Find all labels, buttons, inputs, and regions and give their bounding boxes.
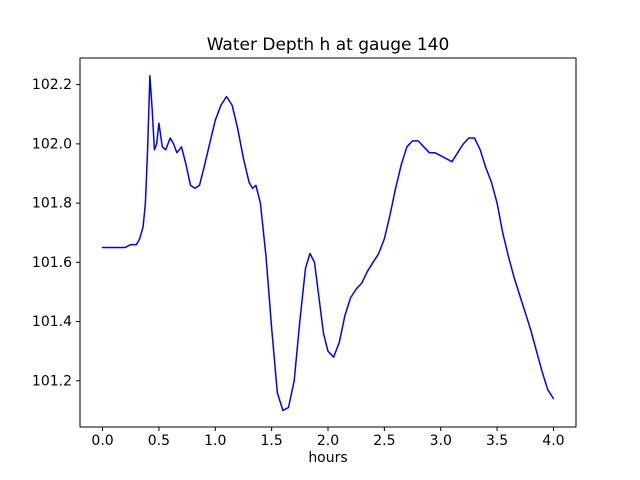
x-tick-label: 0.0 [91, 433, 113, 449]
x-tick-label: 2.5 [373, 433, 395, 449]
y-tick-label: 101.6 [32, 255, 72, 271]
x-tick-label: 2.0 [317, 433, 339, 449]
axes-frame [79, 57, 577, 428]
x-tick-label: 4.0 [542, 433, 564, 449]
x-tick-label: 3.0 [430, 433, 452, 449]
chart-title: Water Depth h at gauge 140 [207, 35, 450, 55]
axes-layer: 0.0 0.5 1.0 1.5 2.0 2.5 3.0 3.5 4.0 101.2 101.4 101… [32, 57, 577, 449]
x-axis-label: hours [308, 450, 347, 466]
y-tick-label: 102.2 [32, 77, 72, 93]
x-tick-label: 1.0 [204, 433, 226, 449]
y-tick-label: 102.0 [32, 136, 72, 152]
y-tick-label: 101.8 [32, 196, 72, 212]
x-tick-label: 0.5 [148, 433, 170, 449]
x-tick-label: 1.5 [261, 433, 283, 449]
line-series-layer [101, 75, 555, 412]
water-depth-line [101, 75, 555, 412]
x-tick-label: 3.5 [486, 433, 508, 449]
y-tick-label: 101.4 [32, 314, 72, 330]
y-tick-label: 101.2 [32, 373, 72, 389]
